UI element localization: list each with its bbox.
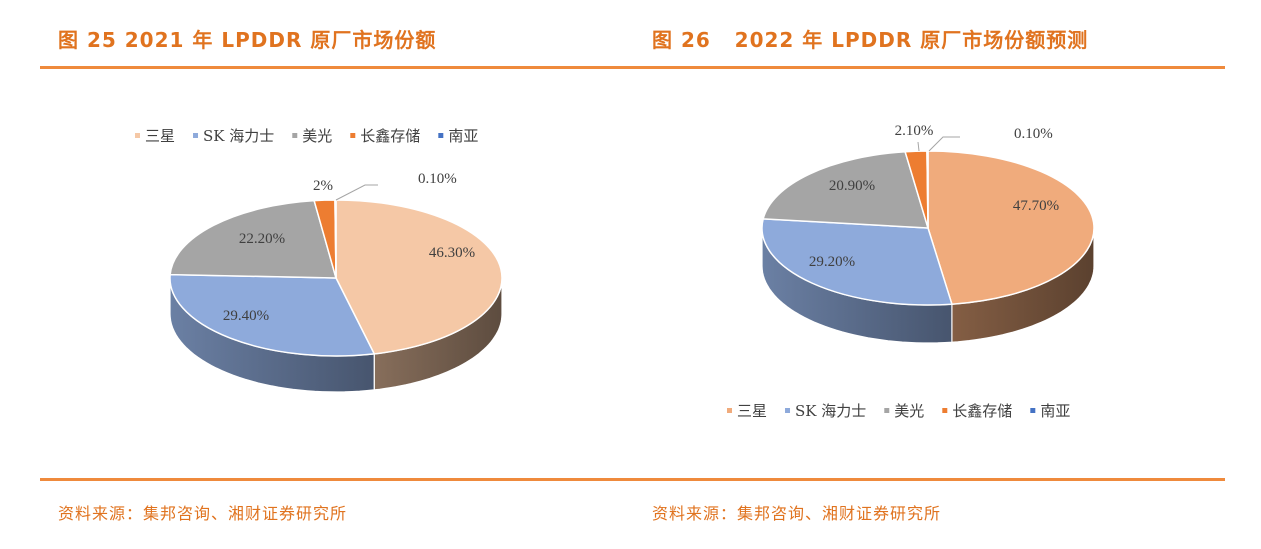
legend-entry: 长鑫存储 (360, 127, 420, 145)
data-label: 0.10% (418, 171, 457, 187)
pie-slice-3 (762, 150, 930, 229)
pie-slice-2 (169, 273, 376, 357)
pie-chart-1: 46.30% 29.40% 22.20% 2% 0.10% 三星 SK 海力士 美光 长鑫存储 南… (135, 127, 503, 393)
pie-slice-3 (169, 199, 337, 279)
legend-entry: 南亚 (448, 127, 478, 145)
left-source-note: 资料来源：集邦咨询、湘财证券研究所 (58, 504, 348, 523)
data-label: 2.10% (895, 123, 934, 139)
right-figure-title: 图 26 2022 年 LPDDR 原厂市场份额预测 (652, 28, 1089, 52)
leader-line (335, 184, 378, 201)
pie-slice-1 (927, 150, 1095, 305)
legend-entry: SK 海力士 (203, 127, 274, 145)
data-label: 29.40% (223, 308, 269, 324)
legend-entry: 美光 (302, 127, 332, 145)
legend-entry: 三星 (737, 402, 767, 420)
legend-entry: 三星 (145, 127, 175, 145)
pie-slice-5 (334, 199, 337, 279)
legend-marker (884, 408, 890, 413)
legend-marker (135, 133, 140, 138)
left-figure-title: 图 25 2021 年 LPDDR 原厂市场份额 (58, 28, 437, 52)
legend-entry: 长鑫存储 (952, 402, 1012, 420)
data-label: 20.90% (829, 178, 875, 194)
legend-marker (1030, 408, 1036, 413)
right-source-note: 资料来源：集邦咨询、湘财证券研究所 (652, 504, 942, 523)
legend-entry: 南亚 (1040, 402, 1070, 420)
data-label: 46.30% (429, 245, 475, 261)
legend-marker (942, 408, 948, 413)
legend-marker (292, 133, 298, 138)
data-label: 22.20% (239, 231, 285, 247)
legend-entry: SK 海力士 (795, 402, 866, 420)
leader-line (928, 136, 960, 152)
top-divider (40, 66, 1225, 69)
legend-marker (785, 408, 791, 413)
pie-slice-1 (335, 199, 503, 355)
legend-entry: 美光 (894, 402, 924, 420)
data-label: 29.20% (809, 254, 855, 270)
pie-slice-5 (926, 150, 929, 229)
data-label: 2% (313, 178, 333, 194)
legend-marker (193, 133, 199, 138)
bottom-divider (40, 478, 1225, 481)
legend-marker (438, 133, 444, 138)
leader-line (917, 141, 920, 152)
data-label: 47.70% (1013, 198, 1059, 214)
pie-slice-2 (761, 218, 953, 306)
pie-chart-2: 47.70% 29.20% 20.90% 2.10% 0.10% 三星 SK 海力士 美光 长鑫… (727, 123, 1095, 420)
data-label: 0.10% (1014, 126, 1053, 142)
legend-marker (350, 133, 356, 138)
legend-marker (727, 408, 732, 413)
